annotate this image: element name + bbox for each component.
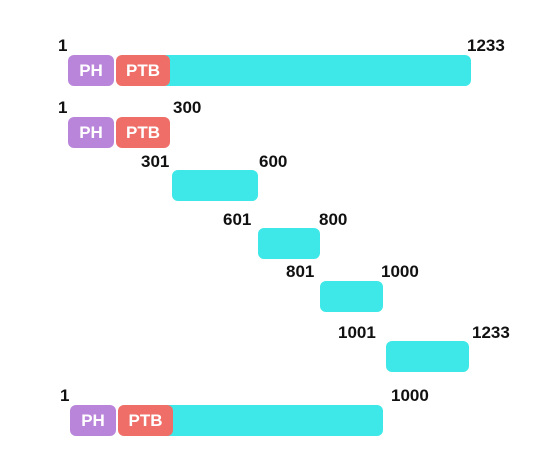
start-label: 1001 [338, 323, 376, 342]
end-label: 1000 [391, 386, 429, 405]
protein-region-bar [162, 405, 383, 436]
start-label: 601 [223, 210, 252, 229]
protein-region-bar [320, 281, 383, 312]
start-label: 801 [286, 262, 315, 281]
start-label: 1 [58, 36, 68, 55]
end-label: 300 [173, 98, 202, 117]
end-label: 1233 [472, 323, 510, 342]
protein-region-bar [386, 341, 469, 372]
end-label: 1000 [381, 262, 419, 281]
ph-domain: PH [70, 405, 116, 436]
ptb-domain: PTB [116, 55, 170, 86]
ph-domain: PH [68, 55, 114, 86]
protein-region-bar [172, 170, 258, 201]
ptb-domain: PTB [116, 117, 170, 148]
end-label: 800 [319, 210, 348, 229]
protein-region-bar [160, 55, 471, 86]
end-label: 1233 [467, 36, 505, 55]
start-label: 1 [58, 98, 68, 117]
ptb-domain: PTB [118, 405, 173, 436]
ph-domain: PH [68, 117, 114, 148]
protein-region-bar [258, 228, 320, 259]
start-label: 301 [141, 152, 170, 171]
start-label: 1 [60, 386, 70, 405]
end-label: 600 [259, 152, 288, 171]
